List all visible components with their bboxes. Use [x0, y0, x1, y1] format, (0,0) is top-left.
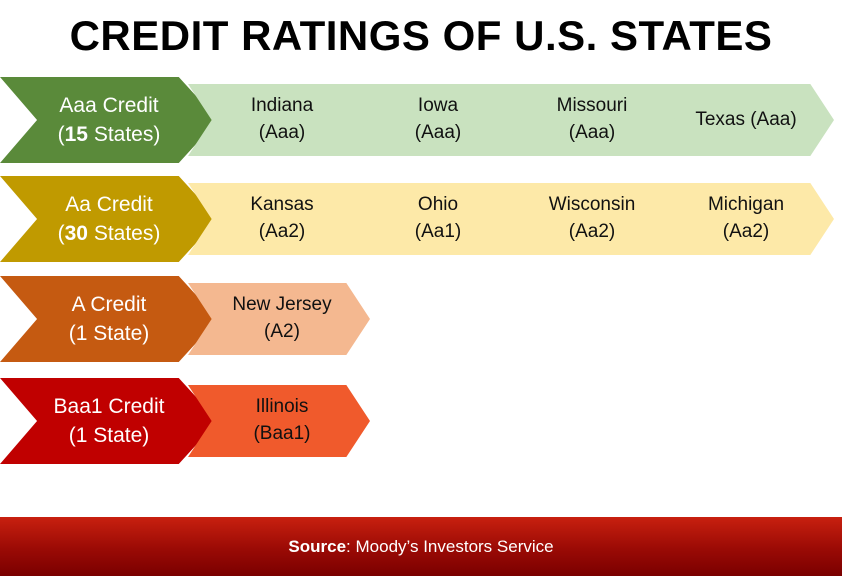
rating-head-count-line: (15 States)	[57, 123, 161, 146]
state-name: Kansas	[250, 194, 314, 216]
rating-head-aa: Aa Credit (30 States)	[0, 176, 218, 262]
state-chevron-new-jersey: New Jersey (A2)	[188, 283, 370, 355]
state-name: Indiana	[250, 95, 314, 117]
state-name: Illinois	[255, 396, 309, 418]
rating-head-a: A Credit (1 State)	[0, 276, 218, 362]
rating-head-count-line: (1 State)	[68, 424, 150, 447]
state-chevron-michigan: Michigan (Aa2)	[652, 183, 834, 255]
state-rating: (A2)	[264, 321, 300, 342]
state-rating: (Aaa)	[414, 122, 462, 143]
rating-head-label: Aa Credit	[65, 192, 153, 216]
rating-head-label: Baa1 Credit	[53, 394, 165, 418]
state-chevron-illinois: Illinois (Baa1)	[188, 385, 370, 457]
rating-head-count: 15	[64, 123, 88, 146]
state-chevron-wisconsin: Wisconsin (Aa2)	[498, 183, 680, 255]
state-rating: (Aa1)	[414, 221, 462, 242]
rating-head-label: A Credit	[71, 292, 147, 316]
state-chevron-kansas: Kansas (Aa2)	[188, 183, 370, 255]
state-rating: (Aa2)	[258, 221, 306, 242]
state-rating: (Aaa)	[258, 122, 306, 143]
state-name: New Jersey	[232, 294, 332, 316]
source-footer: Source: Moody’s Investors Service	[0, 517, 842, 576]
rating-head-count: 1	[75, 322, 88, 345]
rating-head-count-line: (30 States)	[57, 222, 161, 245]
state-chevron-missouri: Missouri (Aaa)	[498, 84, 680, 156]
rating-head-baa1: Baa1 Credit (1 State)	[0, 378, 218, 464]
state-rating: (Aaa)	[568, 122, 616, 143]
source-text: : Moody’s Investors Service	[346, 536, 554, 556]
source-label: Source	[288, 536, 347, 556]
state-chevron-ohio: Ohio (Aa1)	[344, 183, 526, 255]
state-chevron-iowa: Iowa (Aaa)	[344, 84, 526, 156]
state-name: Wisconsin	[548, 194, 636, 216]
rating-head-label: Aaa Credit	[59, 93, 159, 117]
state-name: Iowa	[417, 95, 459, 117]
rating-head-count-line: (1 State)	[68, 322, 150, 345]
state-name: Ohio	[417, 194, 459, 216]
rating-head-count: 30	[64, 222, 88, 245]
state-chevron-indiana: Indiana (Aaa)	[188, 84, 370, 156]
state-name: Michigan	[707, 194, 785, 216]
state-name: Missouri	[556, 95, 628, 117]
state-name: Texas (Aaa)	[695, 108, 797, 130]
page-title: CREDIT RATINGS OF U.S. STATES	[69, 12, 773, 59]
state-rating: (Aa2)	[568, 221, 616, 242]
rating-head-aaa: Aaa Credit (15 States)	[0, 77, 218, 163]
rating-head-count: 1	[75, 424, 88, 447]
state-rating: (Aa2)	[722, 221, 770, 242]
state-rating: (Baa1)	[253, 423, 311, 444]
state-chevron-texas: Texas (Aaa)	[652, 84, 834, 156]
